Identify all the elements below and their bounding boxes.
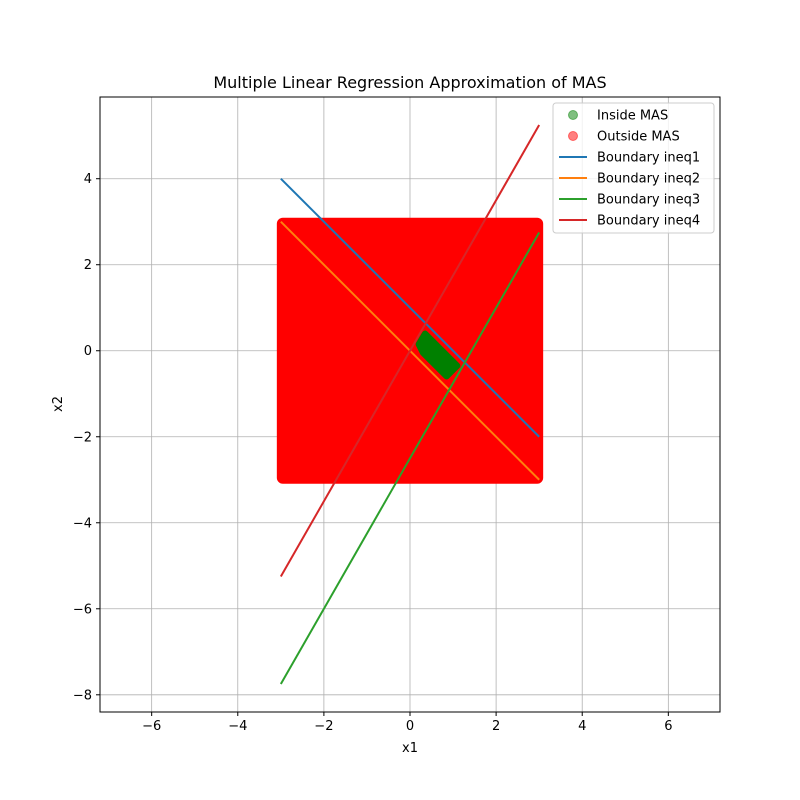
- legend-label: Boundary ineq2: [597, 172, 700, 187]
- boundary-line-ineq4: [279, 124, 541, 578]
- y-axis-label: x2: [51, 396, 66, 412]
- boundary-line-ineq1: [280, 178, 540, 438]
- x-tick-label: 6: [664, 719, 672, 734]
- legend-label: Boundary ineq1: [597, 151, 700, 166]
- x-axis-label: x1: [402, 741, 418, 756]
- boundary-line-ineq3: [279, 231, 541, 685]
- legend-box: [552, 102, 715, 234]
- ticks: −6 −4 −2 0 2 4 6 −8 −6 −4 −2 0 2 4: [73, 172, 673, 734]
- legend-label: Inside MAS: [597, 109, 668, 124]
- legend-marker: [568, 110, 578, 120]
- legend-marker: [568, 131, 578, 141]
- legend-label: Outside MAS: [597, 130, 680, 145]
- y-tick-label: 0: [84, 344, 92, 359]
- boundary-lines: [279, 124, 541, 685]
- y-tick-label: −4: [73, 516, 92, 531]
- y-tick-label: −6: [73, 602, 92, 617]
- x-tick-label: −6: [142, 719, 161, 734]
- x-tick-label: 2: [492, 719, 500, 734]
- legend: Inside MAS Outside MAS Boundary ineq1 Bound…: [552, 102, 715, 234]
- legend-label: Boundary ineq3: [597, 193, 700, 208]
- y-tick-label: −8: [73, 688, 92, 703]
- legend-label: Boundary ineq4: [597, 214, 700, 229]
- y-tick-label: 2: [84, 258, 92, 273]
- chart-title: Multiple Linear Regression Approximation…: [213, 73, 606, 92]
- x-tick-label: 0: [406, 719, 414, 734]
- y-tick-label: −2: [73, 430, 92, 445]
- x-tick-label: −2: [314, 719, 333, 734]
- y-tick-label: 4: [84, 172, 92, 187]
- x-tick-label: 4: [578, 719, 586, 734]
- inside-mas-region: [415, 330, 461, 380]
- x-tick-label: −4: [228, 719, 247, 734]
